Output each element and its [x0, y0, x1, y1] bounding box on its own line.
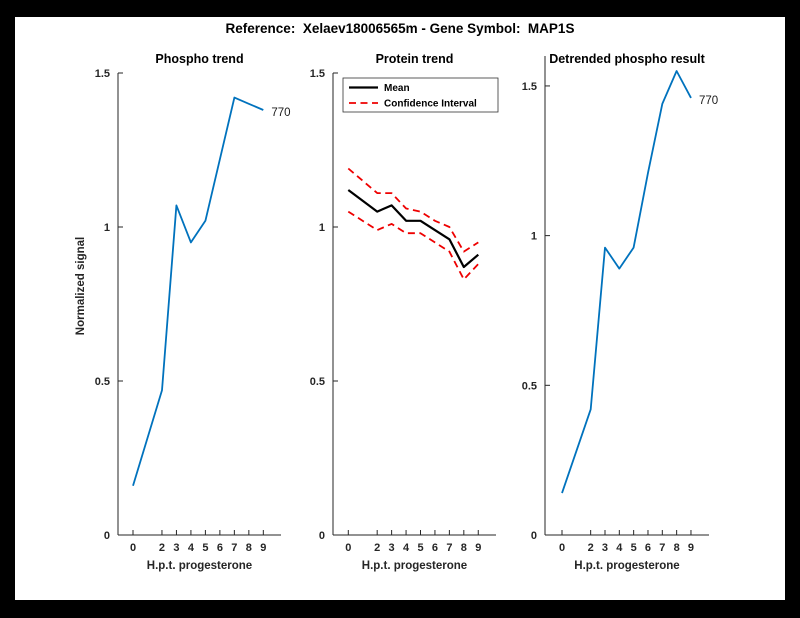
legend-entry-mean: Mean: [384, 83, 410, 94]
series-mean: [347, 189, 480, 269]
figure-title: Reference: Xelaev18006565m - Gene Symbol…: [225, 21, 575, 36]
axes: [117, 73, 281, 536]
x-tick-label: 5: [202, 542, 208, 554]
x-tick-label: 0: [345, 542, 351, 554]
y-tick-label: 1: [531, 231, 537, 243]
y-tick-label: 1.5: [522, 81, 537, 93]
x-tick-label: 2: [374, 542, 380, 554]
x-tick-label: 8: [461, 542, 467, 554]
x-tick-label: 6: [217, 542, 223, 554]
figure-canvas: Reference: Xelaev18006565m - Gene Symbol…: [15, 17, 785, 600]
x-tick-label: 4: [188, 542, 195, 554]
subplot-title: Detrended phospho result: [549, 52, 705, 66]
x-tick-label: 9: [688, 542, 694, 554]
y-tick-label: 0.5: [95, 376, 110, 388]
subplot-protein-trend: 0 0.5 1 1.5 0 2 3 4 5 6 7 8 9 Protein trend H.p.t. pro…: [310, 52, 499, 572]
x-tick-label: 8: [246, 542, 252, 554]
x-tick-label: 3: [173, 542, 179, 554]
series-ci-lower: [347, 210, 479, 281]
y-tick-label: 1: [104, 222, 110, 234]
x-tick-label: 4: [403, 542, 410, 554]
x-axis-label: H.p.t. progesterone: [147, 560, 252, 572]
x-tick-label: 3: [389, 542, 395, 554]
y-axis-label: Normalized signal: [75, 237, 87, 335]
series-end-label: 770: [699, 95, 718, 107]
y-tick-label: 1.5: [310, 68, 325, 80]
x-tick-label: 7: [659, 542, 665, 554]
y-tick-label: 0: [531, 530, 537, 542]
subplot-title: Phospho trend: [155, 52, 243, 66]
y-tick-label: 0: [104, 530, 110, 542]
x-tick-label: 9: [260, 542, 266, 554]
y-tick-label: 1.5: [95, 68, 110, 80]
x-tick-label: 5: [417, 542, 423, 554]
x-tick-label: 0: [559, 542, 565, 554]
x-tick-label: 0: [130, 542, 136, 554]
x-tick-label: 7: [231, 542, 237, 554]
x-axis-label: H.p.t. progesterone: [574, 560, 679, 572]
x-tick-label: 3: [602, 542, 608, 554]
x-tick-label: 2: [159, 542, 165, 554]
legend-box: [342, 77, 499, 113]
y-tick-label: 0.5: [310, 376, 325, 388]
x-tick-label: 9: [475, 542, 481, 554]
y-tick-label: 0: [319, 530, 325, 542]
x-axis-label: H.p.t. progesterone: [362, 560, 467, 572]
subplot-title: Protein trend: [376, 52, 454, 66]
subplot-phospho-trend: 0 0.5 1 1.5 0 2 3 4 5 6 7 8 9 Phospho trend H.p.t. pro…: [75, 52, 291, 572]
x-tick-label: 7: [446, 542, 452, 554]
y-tick-label: 0.5: [522, 380, 537, 392]
x-tick-label: 6: [645, 542, 651, 554]
y-tick-label: 1: [319, 222, 325, 234]
x-tick-label: 8: [674, 542, 680, 554]
x-tick-label: 6: [432, 542, 438, 554]
series-phospho-signal: [132, 96, 264, 486]
legend: Mean Confidence Interval: [342, 77, 499, 113]
subplot-detrended-phospho-result: 0 0.5 1 1.5 0 2 3 4 5 6 7 8 9 Detrended phospho resul…: [522, 52, 718, 572]
series-ci-upper: [347, 167, 479, 253]
series-detrended-phospho: [561, 70, 692, 494]
axes: [332, 73, 496, 536]
series-end-label: 770: [271, 107, 290, 119]
x-tick-label: 5: [631, 542, 637, 554]
axes: [544, 56, 709, 536]
x-tick-label: 4: [616, 542, 623, 554]
x-tick-label: 2: [588, 542, 594, 554]
legend-entry-confidence-interval: Confidence Interval: [384, 99, 477, 110]
